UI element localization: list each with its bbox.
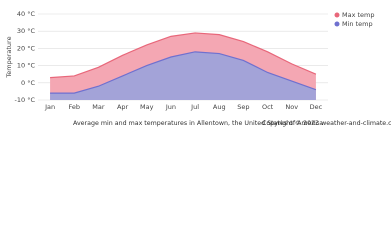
y-tick-label: 0 °C [21, 79, 35, 87]
legend-label: Min temp [342, 20, 373, 28]
line [50, 51, 317, 94]
legend-marker [334, 12, 340, 18]
x-tick-label: May [140, 103, 154, 111]
y-tick-label: -10 °C [15, 96, 36, 104]
y-tick-label: 20 °C [17, 44, 36, 52]
y-tick-label: 30 °C [17, 27, 36, 35]
line [50, 32, 317, 79]
x-tick-label: Jan [44, 103, 55, 111]
copyright: Copyright © 2023 weather-and-climate.com [262, 119, 391, 127]
x-tick-label: Oct [262, 103, 274, 111]
chart: Temperature Average min and max temperat… [5, 10, 391, 127]
x-tick-label: Mar [92, 103, 105, 111]
x-tick-label: Nov [285, 103, 298, 111]
x-tick-label: Apr [117, 103, 129, 111]
legend-marker [334, 21, 340, 27]
caption: Average min and max temperatures in Alle… [73, 120, 323, 127]
legend-label: Max temp [342, 11, 375, 19]
x-tick-label: Sep [237, 103, 249, 111]
x-tick-label: Aug [213, 103, 226, 111]
x-tick-label: Dec [310, 103, 323, 111]
y-tick-label: 40 °C [17, 10, 36, 18]
y-tick-label: 10 °C [17, 62, 36, 70]
y-axis-label: Temperature [5, 36, 13, 78]
x-tick-label: Feb [68, 103, 80, 111]
x-tick-label: Jul [190, 103, 199, 111]
x-tick-label: Jun [165, 103, 176, 111]
